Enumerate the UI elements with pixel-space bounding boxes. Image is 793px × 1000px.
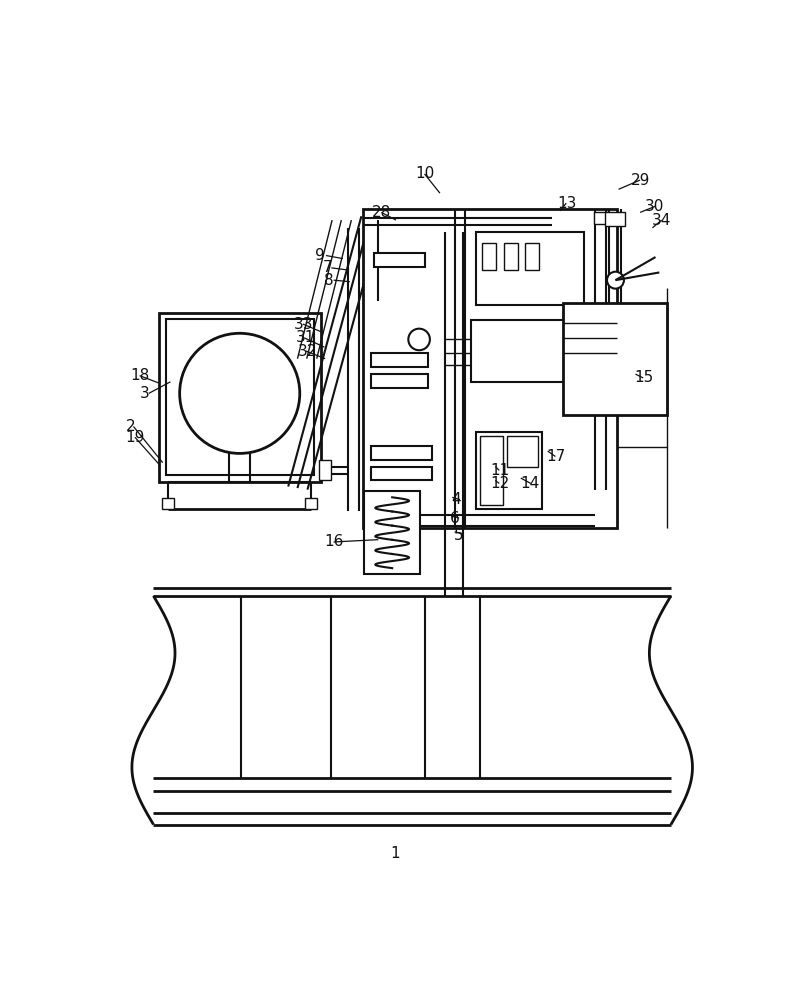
- Text: 14: 14: [521, 476, 540, 491]
- Circle shape: [180, 333, 300, 453]
- Bar: [365, 491, 419, 574]
- Bar: [482, 243, 496, 270]
- Bar: [370, 466, 432, 480]
- Text: 13: 13: [557, 196, 577, 211]
- Bar: [363, 209, 617, 528]
- Bar: [504, 243, 518, 270]
- Text: 6: 6: [450, 511, 460, 526]
- Text: 5: 5: [454, 528, 463, 543]
- Bar: [606, 212, 625, 226]
- Text: 11: 11: [490, 463, 509, 478]
- Text: 29: 29: [631, 173, 650, 188]
- Text: 1: 1: [390, 846, 400, 861]
- Bar: [374, 253, 424, 267]
- Text: 16: 16: [324, 534, 344, 549]
- Bar: [480, 436, 503, 505]
- Circle shape: [408, 329, 430, 350]
- Text: 10: 10: [416, 166, 435, 181]
- Text: 18: 18: [130, 368, 150, 383]
- Text: 12: 12: [490, 476, 509, 491]
- Bar: [507, 436, 538, 466]
- Text: 28: 28: [372, 205, 392, 220]
- Bar: [305, 498, 317, 509]
- Text: 34: 34: [652, 213, 671, 228]
- Text: 8: 8: [324, 273, 334, 288]
- Bar: [370, 446, 432, 460]
- Bar: [162, 498, 174, 509]
- Text: 2: 2: [126, 419, 136, 434]
- Bar: [594, 212, 609, 224]
- Text: 19: 19: [126, 430, 145, 445]
- Text: 30: 30: [645, 199, 664, 214]
- Text: 4: 4: [451, 492, 461, 507]
- Bar: [476, 432, 542, 509]
- Text: 3: 3: [140, 386, 149, 401]
- Text: 17: 17: [546, 449, 565, 464]
- Bar: [563, 303, 667, 415]
- Bar: [526, 243, 539, 270]
- Bar: [370, 374, 428, 388]
- Bar: [319, 460, 331, 480]
- Bar: [370, 353, 428, 367]
- Text: 7: 7: [323, 260, 332, 275]
- Circle shape: [607, 272, 624, 289]
- Bar: [166, 319, 313, 475]
- Bar: [159, 312, 320, 482]
- Text: 33: 33: [293, 317, 313, 332]
- Bar: [476, 232, 584, 305]
- Text: 15: 15: [634, 370, 653, 385]
- Text: 31: 31: [296, 330, 316, 345]
- Text: 32: 32: [297, 344, 317, 359]
- Bar: [471, 320, 588, 382]
- Text: 9: 9: [315, 248, 325, 263]
